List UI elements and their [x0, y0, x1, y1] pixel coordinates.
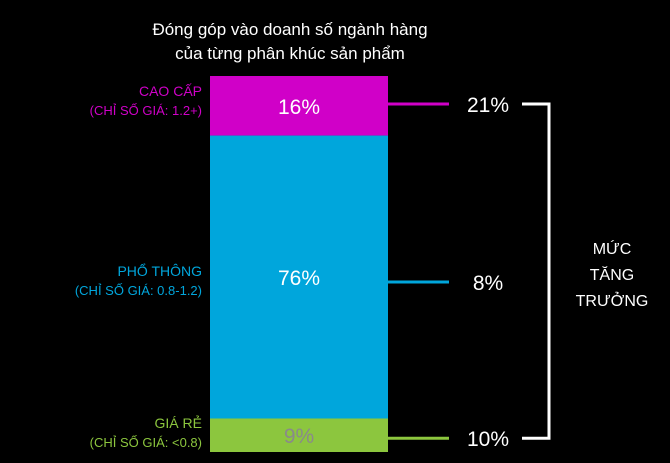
segment-label-premium: CAO CẤP (CHỈ SỐ GIÁ: 1.2+) — [90, 82, 202, 120]
bracket-label-line-3: TRƯỞNG — [576, 291, 649, 310]
growth-bracket — [522, 102, 551, 440]
chart-title-line-1: Đóng góp vào doanh số ngành hàng — [152, 20, 428, 39]
bracket-label-line-2: TĂNG — [590, 265, 634, 284]
bracket-line — [522, 102, 551, 440]
bar-value-label-premium: 16% — [278, 96, 320, 119]
segment-label-budget: GIÁ RẺ (CHỈ SỐ GIÁ: <0.8) — [90, 414, 202, 452]
bar-segment-premium — [210, 76, 388, 136]
segment-label-budget-name: GIÁ RẺ — [154, 415, 202, 431]
segment-label-premium-sublabel: (CHỈ SỐ GIÁ: 1.2+) — [89, 103, 202, 118]
growth-value-label-premium: 21% — [467, 94, 509, 117]
growth-connectors — [388, 102, 449, 440]
growth-value-label-mainstream: 8% — [473, 272, 503, 295]
segment-label-mainstream: PHỔ THÔNG (CHỈ SỐ GIÁ: 0.8-1.2) — [75, 262, 202, 300]
bar-segment-mainstream — [210, 135, 388, 419]
segment-label-premium-name: CAO CẤP — [138, 83, 202, 99]
segment-label-mainstream-name: PHỔ THÔNG — [117, 263, 202, 279]
growth-value-labels: 21% 8% 10% — [467, 94, 509, 451]
bar-segment-budget — [210, 418, 388, 452]
bar-value-label-mainstream: 76% — [278, 267, 320, 290]
growth-value-label-budget: 10% — [467, 428, 509, 451]
chart-title: Đóng góp vào doanh số ngành hàng của từn… — [120, 18, 460, 66]
bar-value-labels: 16% 76% 9% — [278, 96, 320, 448]
segment-label-mainstream-sublabel: (CHỈ SỐ GIÁ: 0.8-1.2) — [74, 283, 202, 298]
bar-value-label-budget: 9% — [284, 425, 314, 448]
chart-title-line-2: của từng phân khúc sản phẩm — [175, 44, 405, 63]
segment-label-budget-sublabel: (CHỈ SỐ GIÁ: <0.8) — [89, 435, 202, 450]
growth-bracket-label: MỨC TĂNG TRƯỞNG — [576, 239, 649, 310]
bracket-label-line-1: MỨC — [593, 239, 632, 258]
bar-segments — [210, 76, 388, 452]
